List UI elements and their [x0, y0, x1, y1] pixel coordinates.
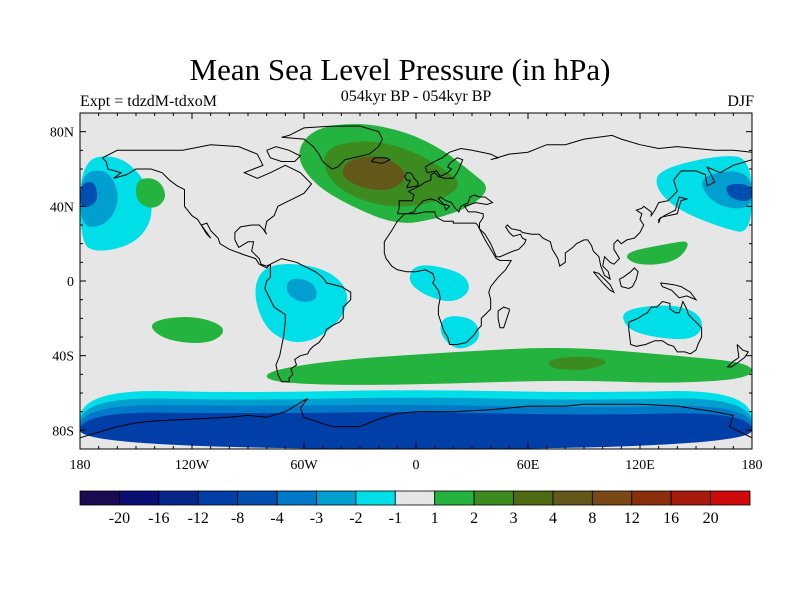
- coastline-japan: [658, 196, 689, 224]
- colorbar-label: -12: [188, 510, 209, 527]
- colorbar-label: 16: [663, 510, 679, 527]
- coastline-baffin-island: [266, 146, 302, 162]
- colorbar-label: -4: [270, 510, 283, 527]
- colorbar-swatch: [119, 490, 160, 506]
- coastline-madagascar: [497, 306, 510, 329]
- region-africa-negative: [409, 265, 469, 302]
- coastline-greenland: [281, 125, 383, 170]
- colorbar-label: -1: [389, 510, 402, 527]
- colorbar-label: -8: [231, 510, 244, 527]
- colorbar-swatch: [355, 490, 396, 506]
- plot-title: Mean Sea Level Pressure (in hPa): [189, 52, 611, 87]
- colorbar-label: 4: [549, 510, 557, 527]
- lon-tick-label: 180: [70, 458, 91, 473]
- lat-tick-label: 0: [67, 275, 74, 290]
- colorbar: -20 -16 -12 -8 -4 -3 -2 -1 1 2 3 4 8 12 16 20: [79, 490, 751, 527]
- colorbar-label: -16: [148, 510, 169, 527]
- region-south-america-negative-core: [286, 278, 317, 302]
- experiment-label: Expt = tdzdM-tdxoM: [80, 93, 218, 110]
- coastline-iceland: [370, 157, 392, 164]
- coastline-british-isles: [404, 172, 419, 189]
- coastline-new-zealand: [726, 344, 750, 368]
- colorbar-swatch: [394, 490, 436, 506]
- map-axes: 180 120W 60W 0 60E 120E 180 80N 40N 0 40S 80S: [50, 113, 763, 473]
- colorbar-swatch: [631, 490, 672, 506]
- region-southern-ocean-positive: [266, 348, 752, 385]
- colorbar-label: 3: [510, 510, 518, 527]
- colorbar-swatch: [710, 490, 751, 506]
- region-south-africa-negative: [440, 316, 480, 349]
- coastline-africa: [383, 211, 513, 345]
- colorbar-swatch: [434, 490, 475, 506]
- colorbar-swatch: [670, 490, 711, 506]
- coastline-antarctica: [80, 398, 752, 439]
- region-australia-negative: [623, 305, 702, 340]
- colorbar-label: -20: [109, 510, 130, 527]
- region-south-america-negative: [255, 263, 348, 343]
- region-mid-pacific-positive: [136, 178, 166, 208]
- coastlines: [80, 125, 752, 439]
- colorbar-swatch: [591, 490, 633, 506]
- region-west-pacific-negative-core: [726, 183, 752, 202]
- coastline-borneo: [619, 267, 639, 290]
- colorbar-swatch: [316, 490, 357, 506]
- colorbar-swatch: [276, 490, 317, 506]
- lat-tick-label: 40N: [50, 200, 74, 215]
- region-southern-ocean-positive-core: [548, 356, 606, 370]
- lon-tick-label: 120E: [625, 458, 655, 473]
- season-label: DJF: [727, 93, 754, 110]
- coastline-australia: [628, 300, 703, 355]
- coastline-north-america: [102, 144, 313, 269]
- coastline-eurasia: [396, 134, 752, 281]
- region-antarctic-negative-core: [80, 412, 752, 449]
- colorbar-swatch: [197, 490, 239, 506]
- region-north-atlantic-positive-core: [342, 156, 405, 190]
- lat-tick-label: 80N: [50, 126, 74, 141]
- colorbar-swatch: [473, 490, 514, 506]
- colorbar-label: 1: [431, 510, 439, 527]
- coastline-south-america: [264, 258, 352, 383]
- colorbar-swatch: [158, 490, 199, 506]
- region-south-pacific-positive: [152, 316, 224, 343]
- colorbar-label: -3: [310, 510, 323, 527]
- colorbar-label: 20: [703, 510, 719, 527]
- lon-tick-label: 180: [742, 458, 763, 473]
- lat-tick-label: 40S: [52, 350, 74, 365]
- colorbar-label: -2: [349, 510, 362, 527]
- colorbar-swatch: [552, 490, 593, 506]
- coastline-new-guinea: [660, 282, 698, 301]
- plot-subtitle: 054kyr BP - 054kyr BP: [340, 88, 492, 105]
- colorbar-label: 2: [470, 510, 478, 527]
- lon-tick-label: 120W: [175, 458, 210, 473]
- lat-tick-label: 80S: [52, 424, 74, 439]
- colorbar-label: 12: [624, 510, 640, 527]
- coastline-sumatra: [592, 271, 616, 294]
- colorbar-swatch: [237, 490, 278, 506]
- region-east-asia-positive: [626, 241, 688, 265]
- lon-tick-label: 0: [413, 458, 420, 473]
- colorbar-label: 8: [588, 510, 596, 527]
- lon-tick-label: 60E: [517, 458, 540, 473]
- lon-tick-label: 60W: [290, 458, 318, 473]
- region-north-pacific-negative-core: [80, 181, 98, 208]
- colorbar-swatch: [513, 490, 554, 506]
- colorbar-swatch: [79, 490, 120, 506]
